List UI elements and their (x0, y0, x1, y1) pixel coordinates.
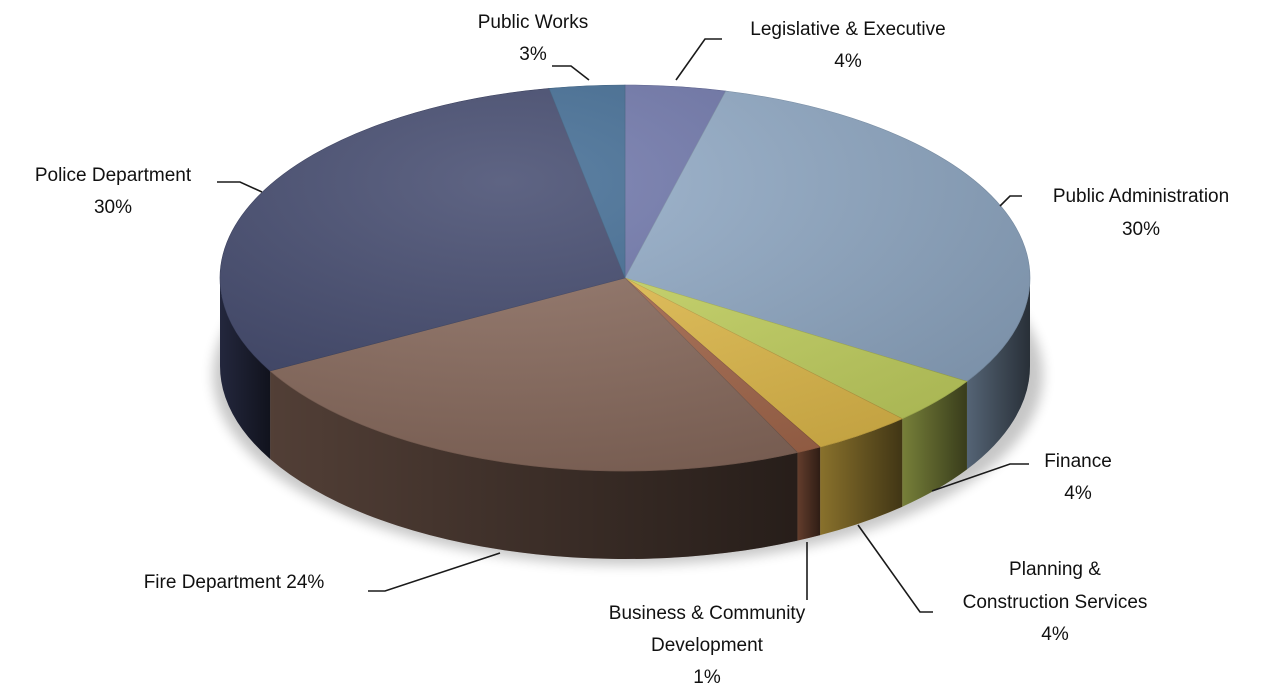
label-planning-line1: Planning & (1009, 559, 1101, 580)
data-labels: Public Works 3% Legislative & Executive … (35, 12, 1229, 688)
label-business-line1: Business & Community (609, 603, 806, 624)
leader-line-planning (857, 524, 933, 613)
leader-lines (217, 38, 1029, 613)
label-public-works-pct: 3% (519, 44, 547, 65)
leader-line-finance (931, 463, 1029, 492)
label-legislative-name: Legislative & Executive (750, 19, 945, 40)
leader-line-public-works (552, 65, 590, 81)
label-planning-pct: 4% (1041, 624, 1069, 645)
label-planning-line2: Construction Services (963, 592, 1148, 613)
label-public-admin-pct: 30% (1122, 219, 1160, 240)
label-public-admin-name: Public Administration (1053, 186, 1229, 207)
leader-line-fire (368, 552, 501, 592)
leader-line-public-admin (999, 195, 1022, 207)
label-finance-name: Finance (1044, 451, 1112, 472)
pie-tops (219, 84, 1031, 472)
label-public-works-name: Public Works (478, 12, 589, 33)
label-business-line2: Development (651, 635, 764, 656)
leader-line-police (217, 181, 263, 193)
label-business-pct: 1% (693, 667, 721, 688)
slice-side-shade-fire-department (270, 370, 798, 559)
label-fire: Fire Department 24% (144, 572, 325, 593)
leader-line-legislative (675, 38, 722, 81)
label-police-pct: 30% (94, 197, 132, 218)
label-finance-pct: 4% (1064, 483, 1092, 504)
label-police-name: Police Department (35, 165, 192, 186)
slice-side-shade-business-and-community-development (797, 447, 821, 541)
label-legislative-pct: 4% (834, 51, 862, 72)
